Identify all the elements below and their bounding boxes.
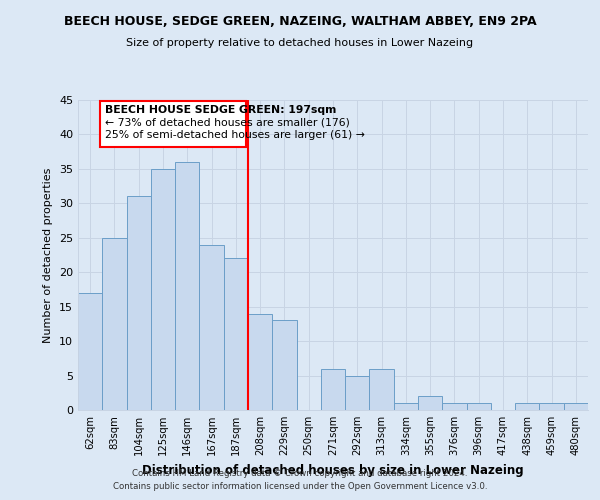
Y-axis label: Number of detached properties: Number of detached properties [43,168,53,342]
Bar [467,403,491,410]
Text: BEECH HOUSE SEDGE GREEN: 197sqm: BEECH HOUSE SEDGE GREEN: 197sqm [105,105,336,115]
Bar [345,376,370,410]
Bar [370,368,394,410]
Text: 25% of semi-detached houses are larger (61) →: 25% of semi-detached houses are larger (… [105,130,365,140]
Bar [78,293,102,410]
Bar [102,238,127,410]
Text: ← 73% of detached houses are smaller (176): ← 73% of detached houses are smaller (17… [105,118,350,128]
Text: Contains public sector information licensed under the Open Government Licence v3: Contains public sector information licen… [113,482,487,491]
X-axis label: Distribution of detached houses by size in Lower Nazeing: Distribution of detached houses by size … [142,464,524,476]
Bar [248,314,272,410]
Bar [539,403,564,410]
Text: BEECH HOUSE, SEDGE GREEN, NAZEING, WALTHAM ABBEY, EN9 2PA: BEECH HOUSE, SEDGE GREEN, NAZEING, WALTH… [64,15,536,28]
Bar [418,396,442,410]
Bar [564,403,588,410]
Text: Contains HM Land Registry data © Crown copyright and database right 2024.: Contains HM Land Registry data © Crown c… [132,468,468,477]
Bar [321,368,345,410]
Bar [100,102,246,147]
Bar [394,403,418,410]
Bar [151,169,175,410]
Bar [175,162,199,410]
Text: Size of property relative to detached houses in Lower Nazeing: Size of property relative to detached ho… [127,38,473,48]
Bar [515,403,539,410]
Bar [127,196,151,410]
Bar [199,244,224,410]
Bar [272,320,296,410]
Bar [224,258,248,410]
Bar [442,403,467,410]
